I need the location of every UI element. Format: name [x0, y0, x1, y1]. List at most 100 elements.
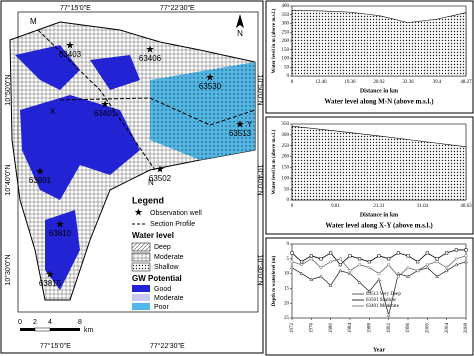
legend-label: Moderate	[154, 254, 184, 261]
point	[416, 269, 420, 273]
well-marker: ★	[101, 99, 110, 110]
legend-label: Observation well	[150, 210, 202, 217]
coord-label: 77°15'0"E	[60, 4, 91, 12]
legend-label: Deep	[154, 244, 171, 251]
x-tick-label: 1988	[367, 323, 372, 334]
x-tick-label: 2000	[425, 323, 430, 334]
coord-label: 77°22'30"E	[160, 4, 195, 12]
scale-bar	[34, 327, 51, 332]
poor-zone-shade	[150, 62, 255, 160]
y-axis-label: Water level in m (above m.s.l.)	[272, 129, 277, 194]
x-tick-label: 1980	[329, 323, 334, 334]
point	[435, 257, 439, 261]
point	[319, 257, 323, 261]
point	[358, 257, 362, 261]
point	[425, 263, 429, 267]
scale-bar	[50, 328, 80, 331]
point	[299, 271, 304, 276]
point	[319, 274, 323, 279]
point	[406, 254, 410, 258]
chart-title: Water level along X-Y (above m.s.l.)	[325, 222, 433, 230]
well-marker: ★	[146, 44, 155, 55]
scale-label: 0	[18, 319, 22, 326]
good-zone	[15, 45, 140, 290]
point	[348, 254, 352, 258]
point	[348, 269, 352, 273]
legend-swatch	[132, 294, 150, 301]
legend-label: Section Profile	[150, 221, 195, 228]
well-label: 63502	[149, 174, 172, 183]
plot-area	[291, 243, 467, 319]
coord-label: 10°50'0"N	[4, 74, 12, 105]
x-tick-label: 19.36	[344, 80, 356, 85]
point	[445, 251, 449, 255]
well-marker: ★	[36, 166, 45, 177]
well-marker: ★	[56, 219, 65, 230]
x-tick-label: 12.46	[315, 80, 327, 85]
y-tick-label: 200	[282, 39, 290, 44]
point	[377, 272, 381, 276]
x-tick-label: 1996	[406, 323, 411, 334]
legend-swatch	[131, 252, 151, 262]
y-tick-label: 350	[282, 122, 290, 127]
y-axis-label: Water level in m (above m.s.l.)	[272, 8, 277, 73]
legend-label: Moderate	[154, 295, 184, 302]
y-tick-label: 25	[284, 316, 290, 321]
x-tick-label: 40.63	[460, 204, 472, 209]
section-point: Y	[247, 120, 253, 129]
x-axis-label: Year	[373, 347, 385, 353]
chart-title: Water level along M-N (above m.s.l.)	[324, 98, 434, 106]
point	[338, 263, 342, 267]
section-point: M	[30, 17, 37, 26]
x-tick-label: 0	[291, 80, 294, 85]
y-tick-label: 300	[282, 22, 290, 27]
north-arrow	[236, 14, 244, 28]
coord-label: 10°40'0"N	[4, 164, 12, 195]
point	[386, 312, 391, 317]
y-tick-label: 200	[282, 155, 290, 160]
point	[300, 263, 304, 267]
point	[454, 248, 458, 252]
point	[338, 257, 342, 261]
legend-heading: Water level	[132, 231, 174, 240]
y-tick-label: 150	[282, 166, 290, 171]
x-tick-label: 21.31	[373, 204, 385, 209]
point	[290, 265, 294, 270]
y-tick-label: 100	[282, 176, 290, 181]
legend-label: Poor	[154, 304, 169, 311]
point	[464, 248, 468, 252]
x-tick-label: 48.27	[460, 80, 472, 85]
coord-label: 10°40'0"N	[256, 164, 264, 195]
y-tick-label: 350	[282, 13, 290, 18]
x-tick-label: 31.04	[417, 204, 429, 209]
point	[290, 251, 294, 255]
y-axis-label: Depth to waterlevel (m)	[272, 255, 277, 306]
x-tick-label: 0	[291, 204, 294, 209]
legend-title: Legend	[132, 195, 164, 205]
x-axis-label: Distance in km	[360, 212, 398, 218]
point	[435, 260, 439, 264]
point	[357, 280, 362, 284]
well-label: 63801	[29, 176, 52, 185]
well-marker: ★	[236, 119, 245, 130]
point	[406, 266, 410, 270]
y-tick-label: 150	[282, 48, 290, 53]
well-label: 63406	[139, 54, 162, 63]
coord-label: 10°30'0"N	[4, 254, 12, 285]
point	[377, 254, 381, 258]
point	[329, 260, 333, 264]
well-label: 63810	[49, 229, 72, 238]
area	[291, 10, 467, 77]
section-xy	[59, 97, 256, 126]
point	[464, 259, 468, 264]
coord-label: 77°15'0"E	[40, 342, 71, 350]
well-marker: ★	[46, 269, 55, 280]
coord-label: 10°50'0"N	[256, 74, 264, 105]
x-axis-label: Distance in km	[360, 88, 398, 94]
point	[290, 260, 294, 264]
legend-swatch	[131, 242, 151, 252]
y-tick-label: 10	[284, 272, 290, 277]
well-label: 63513	[229, 129, 252, 138]
x-tick-label: 9.81	[331, 204, 340, 209]
scale-label: 2	[33, 319, 37, 326]
